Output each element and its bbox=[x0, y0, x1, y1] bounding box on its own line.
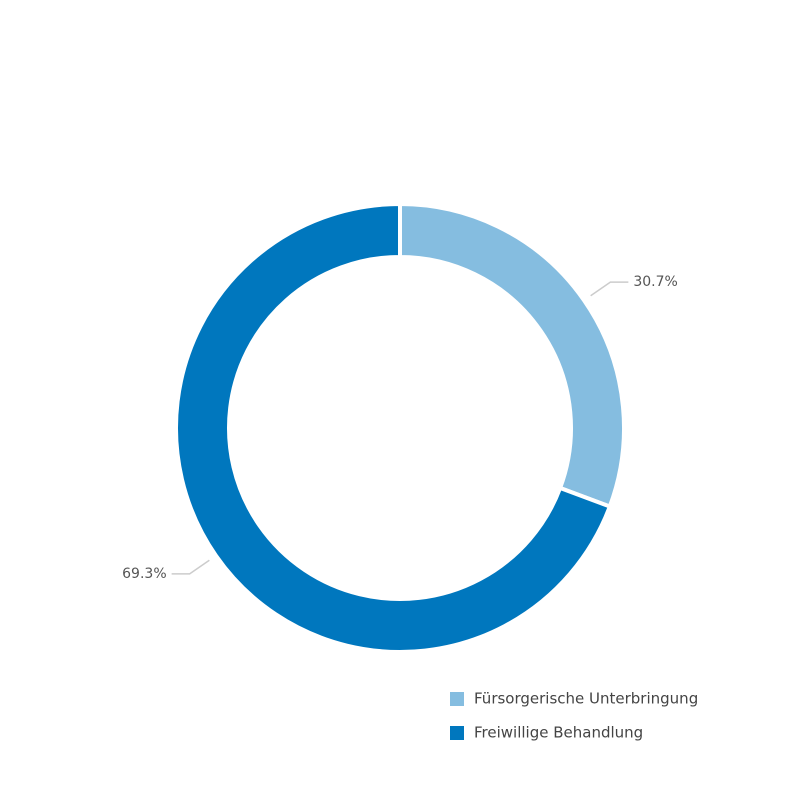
legend-swatch bbox=[450, 726, 464, 740]
donut-slice bbox=[174, 201, 613, 654]
legend-label: Freiwillige Behandlung bbox=[474, 724, 643, 742]
data-label: 69.3% bbox=[122, 566, 166, 582]
legend-label: Fürsorgerische Unterbringung bbox=[474, 690, 698, 708]
leader-line bbox=[590, 281, 629, 297]
leader-line bbox=[171, 559, 210, 575]
donut-slice bbox=[398, 201, 626, 510]
legend-swatch bbox=[450, 692, 464, 706]
data-label: 30.7% bbox=[633, 274, 677, 290]
